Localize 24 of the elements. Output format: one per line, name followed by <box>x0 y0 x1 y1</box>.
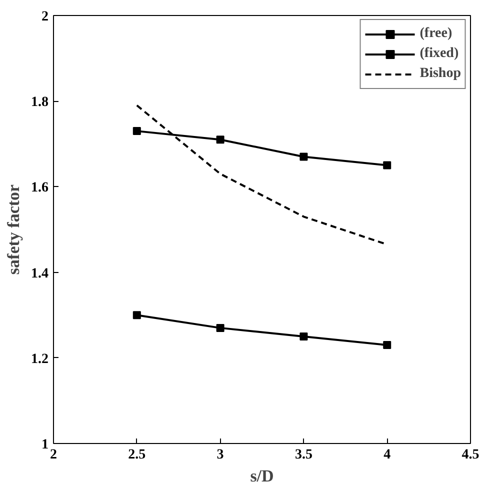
y-axis-title: safety factor <box>4 184 23 275</box>
point <box>216 136 224 144</box>
legend-label: Bishop <box>420 66 461 82</box>
x-tick-label: 2.5 <box>128 448 146 462</box>
legend-label: (fixed) <box>420 46 459 62</box>
point <box>300 332 308 340</box>
y-tick-label: 2 <box>42 10 48 24</box>
point <box>383 161 392 170</box>
point <box>300 152 308 161</box>
x-tick-label: 3.5 <box>294 448 312 462</box>
x-axis-title: s/D <box>250 466 274 486</box>
y-tick-label: 1.8 <box>31 95 48 110</box>
x-tick-label: 4 <box>384 448 391 462</box>
x-tick-label: 3 <box>216 448 224 462</box>
point <box>132 311 141 320</box>
point <box>132 127 141 136</box>
y-tick-label: 1.6 <box>31 180 48 196</box>
y-tick-label: 1.2 <box>31 352 48 367</box>
x-tick-label: 4.5 <box>462 448 480 462</box>
point <box>216 324 224 332</box>
y-tick-label: 1 <box>42 438 48 452</box>
point <box>383 341 392 350</box>
legend-label: (free) <box>420 26 452 42</box>
y-tick-label: 1.4 <box>31 266 48 282</box>
